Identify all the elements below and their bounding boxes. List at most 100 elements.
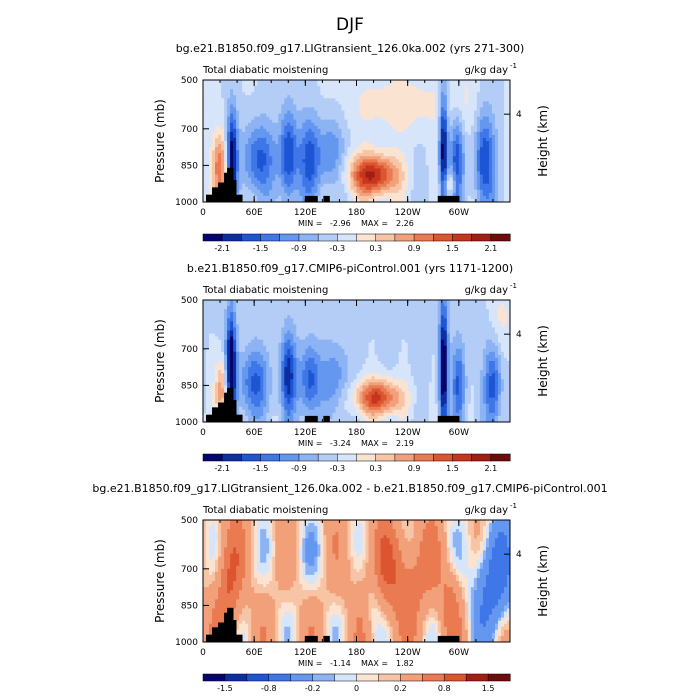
field-cell <box>386 183 391 188</box>
field-cell <box>479 165 484 169</box>
field-cell <box>323 192 327 197</box>
field-cell <box>257 113 261 117</box>
field-cell <box>434 318 439 322</box>
field-cell <box>446 159 451 163</box>
field-cell <box>386 134 391 139</box>
field-cell <box>344 95 348 99</box>
field-cell <box>353 186 357 191</box>
field-cell <box>503 180 508 185</box>
field-cell <box>239 113 243 117</box>
field-cell <box>335 86 339 90</box>
field-cell <box>281 309 285 313</box>
field-cell <box>215 110 219 114</box>
field-cell <box>446 147 451 151</box>
field-cell <box>401 165 406 169</box>
field-cell <box>380 134 384 139</box>
field-cell <box>290 95 294 99</box>
field-cell <box>353 125 357 130</box>
field-cell <box>443 113 448 117</box>
field-cell <box>380 137 384 142</box>
field-cell <box>392 131 397 136</box>
field-cell <box>254 107 258 111</box>
field-cell <box>278 101 282 105</box>
field-cell <box>395 306 400 310</box>
field-cell <box>239 83 243 87</box>
field-cell <box>308 125 312 130</box>
field-cell <box>458 156 463 160</box>
field-cell <box>281 300 285 304</box>
field-cell <box>404 141 409 145</box>
field-cell <box>485 306 490 310</box>
field-cell <box>248 137 252 142</box>
field-cell <box>398 318 403 322</box>
field-cell <box>341 180 345 185</box>
field-cell <box>473 95 478 99</box>
field-cell <box>251 309 255 313</box>
field-cell <box>320 174 324 178</box>
field-cell <box>290 137 294 142</box>
field-cell <box>239 116 243 121</box>
field-cell <box>221 137 225 142</box>
colorbar-swatch <box>279 233 300 242</box>
field-cell <box>434 300 439 304</box>
field-cell <box>350 165 354 169</box>
field-cell <box>251 318 255 322</box>
field-cell <box>500 306 505 310</box>
field-cell <box>296 116 300 121</box>
field-cell <box>242 101 246 105</box>
field-cell <box>266 89 270 93</box>
field-cell <box>278 122 282 127</box>
field-cell <box>494 171 499 175</box>
field-cell <box>350 110 354 114</box>
field-cell <box>203 101 207 105</box>
field-cell <box>215 125 219 130</box>
field-cell <box>338 180 342 185</box>
field-cell <box>422 83 427 87</box>
field-cell <box>245 189 249 194</box>
colorbar-swatch <box>356 233 377 242</box>
field-cell <box>311 80 315 84</box>
field-cell <box>392 315 397 319</box>
field-cell <box>332 122 336 127</box>
field-cell <box>311 128 315 133</box>
field-cell <box>251 101 255 105</box>
field-cell <box>266 95 270 99</box>
field-cell <box>281 144 285 148</box>
field-cell <box>233 318 237 322</box>
field-cell <box>266 162 270 166</box>
field-cell <box>308 318 312 322</box>
field-cell <box>392 122 397 127</box>
field-cell <box>350 104 354 108</box>
field-cell <box>404 192 409 197</box>
field-cell <box>380 153 384 157</box>
field-cell <box>308 315 312 319</box>
field-cell <box>467 107 472 111</box>
field-cell <box>221 318 225 322</box>
field-cell <box>296 309 300 313</box>
field-cell <box>449 162 454 166</box>
field-cell <box>269 125 273 130</box>
field-cell <box>350 98 354 102</box>
field-cell <box>332 98 336 102</box>
field-cell <box>248 192 252 197</box>
field-cell <box>506 107 511 111</box>
field-cell <box>500 101 505 105</box>
field-cell <box>494 86 499 90</box>
field-cell <box>224 92 228 96</box>
field-cell <box>470 95 475 99</box>
field-cell <box>401 174 406 178</box>
field-cell <box>353 168 357 172</box>
field-cell <box>362 134 366 139</box>
field-cell <box>311 186 315 191</box>
field-cell <box>314 107 318 111</box>
field-cell <box>392 168 397 172</box>
field-cell <box>302 315 306 319</box>
field-cell <box>386 153 391 157</box>
field-cell <box>335 134 339 139</box>
field-cell <box>311 312 315 316</box>
field-cell <box>326 80 330 84</box>
field-cell <box>311 321 315 325</box>
field-cell <box>434 150 439 154</box>
field-cell <box>362 83 366 87</box>
field-cell <box>383 309 387 313</box>
